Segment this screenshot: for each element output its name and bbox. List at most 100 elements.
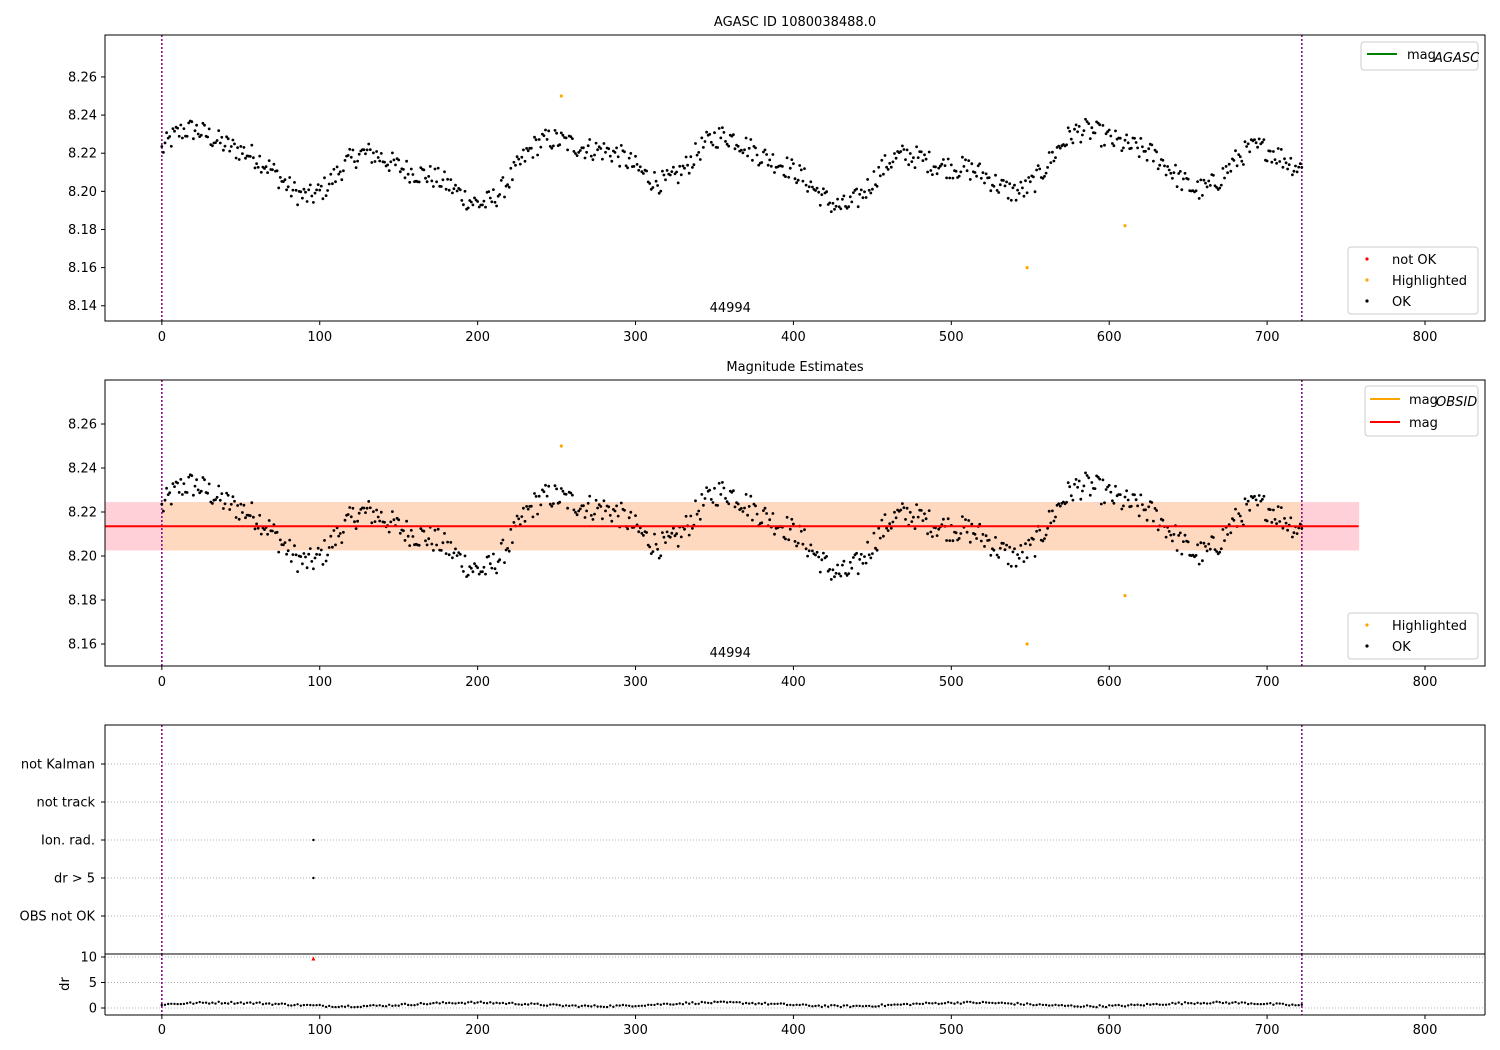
ok-point bbox=[1101, 478, 1105, 482]
ok-point bbox=[577, 509, 581, 513]
dr-point bbox=[511, 1001, 514, 1004]
ok-point bbox=[804, 183, 808, 187]
ok-point bbox=[1114, 484, 1117, 488]
ok-point bbox=[177, 134, 181, 138]
ok-point bbox=[919, 509, 923, 512]
ok-point bbox=[809, 543, 813, 547]
ok-point bbox=[334, 543, 337, 547]
dr-point bbox=[672, 1003, 675, 1006]
ok-point bbox=[961, 515, 964, 518]
dr-point bbox=[1231, 1001, 1234, 1004]
ok-point bbox=[526, 507, 530, 511]
ok-point bbox=[346, 513, 350, 516]
ok-point bbox=[1178, 170, 1182, 173]
ok-point bbox=[572, 508, 576, 512]
ok-point bbox=[1126, 498, 1130, 502]
ok-point bbox=[899, 150, 903, 153]
ok-point bbox=[433, 167, 437, 171]
ok-point bbox=[806, 554, 809, 558]
ok-point bbox=[1212, 536, 1215, 539]
ok-point bbox=[263, 528, 266, 531]
dr-point bbox=[160, 1003, 163, 1007]
ok-point bbox=[889, 526, 893, 530]
dr-point bbox=[735, 1001, 738, 1004]
dr-point bbox=[508, 1001, 511, 1005]
ok-point bbox=[302, 187, 306, 191]
ok-point bbox=[522, 148, 525, 152]
dr-point bbox=[239, 1001, 242, 1004]
ok-point bbox=[739, 507, 743, 510]
ok-point bbox=[1013, 183, 1016, 187]
ok-point bbox=[1256, 145, 1259, 149]
ok-point bbox=[724, 497, 727, 500]
ok-point bbox=[430, 542, 434, 546]
ok-point bbox=[220, 135, 224, 139]
legend-agasc-subscript: AGASC bbox=[1433, 51, 1480, 66]
ok-point bbox=[304, 555, 307, 559]
dr-point bbox=[268, 1002, 271, 1005]
ok-point bbox=[1218, 186, 1222, 190]
ok-point bbox=[214, 498, 217, 502]
ok-point bbox=[1009, 564, 1013, 568]
ok-point bbox=[424, 176, 427, 180]
ok-point bbox=[408, 544, 412, 547]
ok-point bbox=[763, 148, 767, 152]
ok-point bbox=[316, 183, 320, 187]
ok-point bbox=[1144, 149, 1147, 153]
y-tick-label: 8.26 bbox=[68, 70, 97, 85]
ok-point bbox=[552, 502, 555, 505]
x-tick-label: 400 bbox=[781, 675, 806, 690]
ok-point bbox=[626, 527, 629, 531]
dr-point bbox=[700, 1000, 703, 1004]
ok-point bbox=[168, 491, 172, 495]
ok-point bbox=[1049, 521, 1053, 525]
dr-point bbox=[255, 1001, 258, 1004]
dr-point bbox=[438, 1002, 441, 1005]
ok-point bbox=[169, 144, 173, 148]
ok-point bbox=[1235, 164, 1239, 168]
ok-point bbox=[1047, 151, 1051, 154]
dr-point bbox=[388, 1003, 391, 1006]
ok-point bbox=[1283, 517, 1286, 520]
ok-point bbox=[754, 504, 757, 508]
ok-point bbox=[237, 517, 241, 521]
ok-point bbox=[668, 535, 672, 539]
ok-point bbox=[858, 558, 862, 561]
ok-point bbox=[436, 527, 440, 531]
dr-point bbox=[713, 1000, 716, 1003]
dr-point bbox=[785, 1003, 789, 1007]
ok-point bbox=[231, 495, 235, 499]
ok-point bbox=[642, 172, 645, 175]
ok-point bbox=[760, 521, 764, 525]
ok-point bbox=[514, 163, 517, 167]
ok-point bbox=[553, 129, 557, 132]
dr-point bbox=[1218, 1001, 1221, 1004]
dr-point bbox=[400, 1003, 403, 1006]
ok-point bbox=[916, 515, 920, 519]
ok-point bbox=[940, 162, 944, 166]
dr-point bbox=[419, 1001, 422, 1005]
ok-point bbox=[531, 515, 535, 519]
ok-point bbox=[291, 553, 295, 556]
dr-point bbox=[1029, 1003, 1032, 1006]
ok-point bbox=[872, 170, 876, 173]
ok-point bbox=[499, 179, 503, 182]
ok-point bbox=[675, 532, 678, 536]
ok-point bbox=[978, 522, 982, 526]
dr-point bbox=[309, 1003, 312, 1007]
dr-point bbox=[823, 1004, 827, 1007]
dr-point bbox=[624, 1004, 628, 1007]
ok-point bbox=[829, 210, 833, 214]
dr-point bbox=[195, 1001, 198, 1005]
ok-point bbox=[894, 516, 898, 520]
ok-point bbox=[1215, 550, 1218, 553]
ok-point bbox=[289, 560, 293, 563]
ok-point bbox=[372, 151, 375, 155]
ok-point bbox=[428, 165, 432, 168]
dr-point bbox=[435, 1001, 438, 1004]
ok-point bbox=[1295, 170, 1299, 174]
dr-point bbox=[596, 1005, 599, 1008]
ok-point bbox=[788, 166, 792, 170]
ok-point bbox=[1101, 124, 1105, 127]
ok-point bbox=[1109, 490, 1113, 494]
